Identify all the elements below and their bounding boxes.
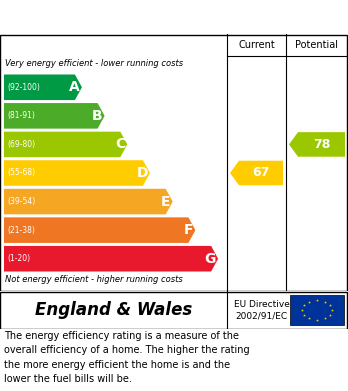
Text: Potential: Potential [295, 40, 339, 50]
Text: E: E [161, 195, 171, 208]
Text: (1-20): (1-20) [7, 254, 30, 263]
Text: (55-68): (55-68) [7, 169, 35, 178]
Text: C: C [115, 137, 125, 151]
Text: Current: Current [238, 40, 275, 50]
Text: B: B [92, 109, 103, 123]
Text: F: F [184, 223, 193, 237]
Text: Very energy efficient - lower running costs: Very energy efficient - lower running co… [5, 59, 183, 68]
Polygon shape [4, 132, 127, 157]
Text: Energy Efficiency Rating: Energy Efficiency Rating [8, 9, 218, 25]
Text: England & Wales: England & Wales [35, 301, 192, 319]
Text: D: D [136, 166, 148, 180]
Polygon shape [4, 103, 105, 129]
Text: 67: 67 [252, 167, 270, 179]
Text: EU Directive
2002/91/EC: EU Directive 2002/91/EC [234, 300, 290, 320]
Polygon shape [4, 189, 173, 214]
Text: (21-38): (21-38) [7, 226, 35, 235]
Polygon shape [230, 161, 283, 185]
Text: (39-54): (39-54) [7, 197, 35, 206]
Bar [290, 295, 344, 325]
Text: Not energy efficient - higher running costs: Not energy efficient - higher running co… [5, 275, 183, 284]
Text: (92-100): (92-100) [7, 83, 40, 92]
Text: G: G [205, 252, 216, 266]
Text: (81-91): (81-91) [7, 111, 35, 120]
Polygon shape [4, 246, 218, 271]
Text: (69-80): (69-80) [7, 140, 35, 149]
Polygon shape [4, 217, 196, 243]
Polygon shape [4, 75, 82, 100]
Text: 78: 78 [313, 138, 330, 151]
Polygon shape [289, 132, 345, 157]
Text: A: A [69, 80, 80, 94]
Polygon shape [4, 160, 150, 186]
Text: The energy efficiency rating is a measure of the
overall efficiency of a home. T: The energy efficiency rating is a measur… [4, 331, 250, 384]
